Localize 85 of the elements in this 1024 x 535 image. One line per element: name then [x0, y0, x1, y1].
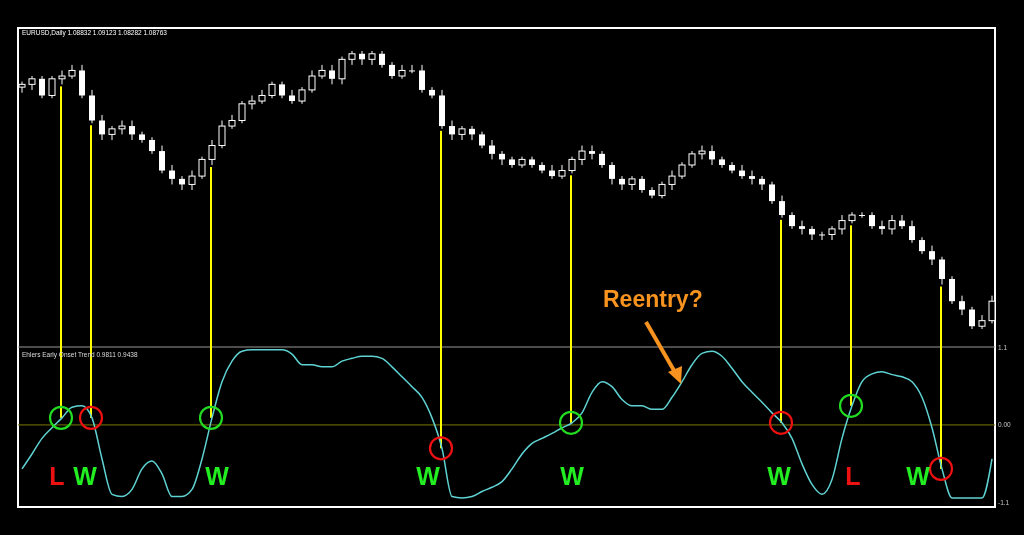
candlestick — [909, 220, 915, 244]
candlestick — [228, 114, 236, 130]
candlestick — [329, 64, 335, 85]
candlestick — [359, 50, 365, 66]
candlestick — [108, 125, 116, 141]
annotation: L — [49, 462, 65, 490]
candlestick — [739, 164, 745, 180]
candlestick — [949, 275, 955, 305]
candlestick — [318, 64, 326, 80]
candlestick — [899, 214, 905, 230]
candlestick — [698, 145, 706, 160]
candlestick — [238, 100, 246, 124]
annotation: W — [416, 462, 441, 490]
annotation: Reentry? — [603, 286, 703, 312]
annotation: W — [205, 462, 230, 490]
candlestick — [198, 156, 206, 180]
candlestick — [539, 161, 545, 174]
candlestick — [828, 225, 836, 241]
candlestick — [179, 175, 185, 191]
candlestick — [719, 156, 725, 169]
candlestick — [159, 145, 165, 174]
candlestick — [99, 114, 105, 141]
annotation: W — [906, 462, 931, 490]
candlestick — [429, 86, 435, 99]
candlestick — [39, 75, 45, 99]
candlestick — [499, 150, 505, 166]
candlestick — [419, 64, 425, 94]
candlestick — [218, 120, 226, 149]
candlestick — [589, 145, 595, 160]
candlestick — [469, 125, 475, 141]
candlestick — [308, 69, 316, 94]
candlestick — [188, 170, 196, 191]
candlestick — [248, 94, 256, 110]
candlestick — [819, 231, 825, 241]
candlestick — [58, 69, 66, 85]
candlestick — [208, 139, 216, 166]
candlestick — [578, 145, 586, 166]
annotation: L — [845, 462, 861, 490]
candlestick — [969, 306, 975, 330]
candlestick — [959, 295, 965, 316]
candlestick — [139, 131, 145, 144]
candlestick — [529, 156, 535, 169]
candlestick — [978, 314, 986, 330]
candlestick — [289, 89, 295, 105]
candlestick — [888, 214, 896, 235]
candlestick — [729, 161, 735, 174]
candlestick — [409, 64, 415, 74]
candlestick — [449, 120, 455, 141]
candlestick — [628, 175, 636, 191]
candlestick — [809, 225, 815, 241]
candlestick — [348, 50, 356, 66]
candlestick — [118, 120, 126, 135]
candlestick — [509, 156, 515, 169]
candlestick — [668, 170, 676, 191]
candlestick — [549, 164, 555, 180]
candlestick — [939, 256, 945, 286]
candlestick — [769, 181, 775, 205]
candlestick — [338, 56, 346, 85]
candlestick — [558, 164, 566, 180]
candlestick — [619, 175, 625, 191]
candlestick — [129, 120, 135, 141]
candlestick — [749, 170, 755, 185]
candlestick — [879, 220, 885, 235]
candlestick — [28, 75, 36, 91]
candlestick — [489, 139, 495, 160]
annotation: W — [560, 462, 585, 490]
candlestick — [68, 64, 76, 80]
candlestick — [649, 186, 655, 199]
candlestick — [368, 50, 376, 66]
line-series — [21, 349, 993, 499]
annotation: W — [73, 462, 98, 490]
candlestick — [759, 175, 765, 191]
candlestick — [398, 64, 406, 80]
candlestick — [609, 161, 615, 185]
candlestick — [709, 145, 715, 166]
candlestick — [929, 245, 935, 266]
candlestick — [799, 220, 805, 235]
candlestick — [859, 211, 865, 219]
candlestick — [838, 214, 846, 235]
candlestick — [779, 195, 785, 219]
annotation: W — [767, 462, 792, 490]
candlestick — [458, 125, 466, 141]
candlestick — [48, 75, 56, 99]
candlestick — [258, 89, 266, 105]
candlestick — [169, 164, 175, 185]
